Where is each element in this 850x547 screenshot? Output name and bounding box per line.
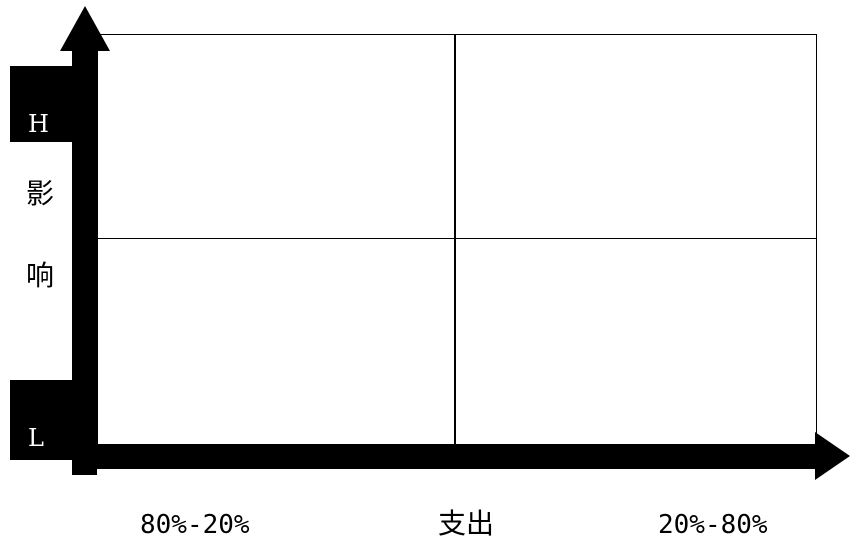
high-label-block	[10, 66, 80, 142]
y-axis-low-label: L	[28, 424, 44, 452]
x-axis-title: 支出	[438, 507, 495, 540]
x-axis-arrow-head	[815, 432, 850, 480]
y-axis-title-char-2: 响	[26, 259, 55, 292]
x-axis-left-label: 80%-20%	[140, 510, 250, 540]
y-axis	[72, 40, 97, 475]
quadrant-bottom-left	[97, 238, 455, 446]
low-label-block	[10, 380, 80, 460]
y-axis-high-label: H	[28, 110, 49, 138]
x-axis	[72, 444, 822, 469]
quadrant-top-left	[97, 34, 455, 239]
y-axis-title-char-1: 影	[26, 177, 55, 210]
quadrant-top-right	[455, 34, 817, 239]
quadrant-bottom-right	[455, 238, 817, 446]
x-axis-right-label: 20%-80%	[658, 510, 768, 540]
